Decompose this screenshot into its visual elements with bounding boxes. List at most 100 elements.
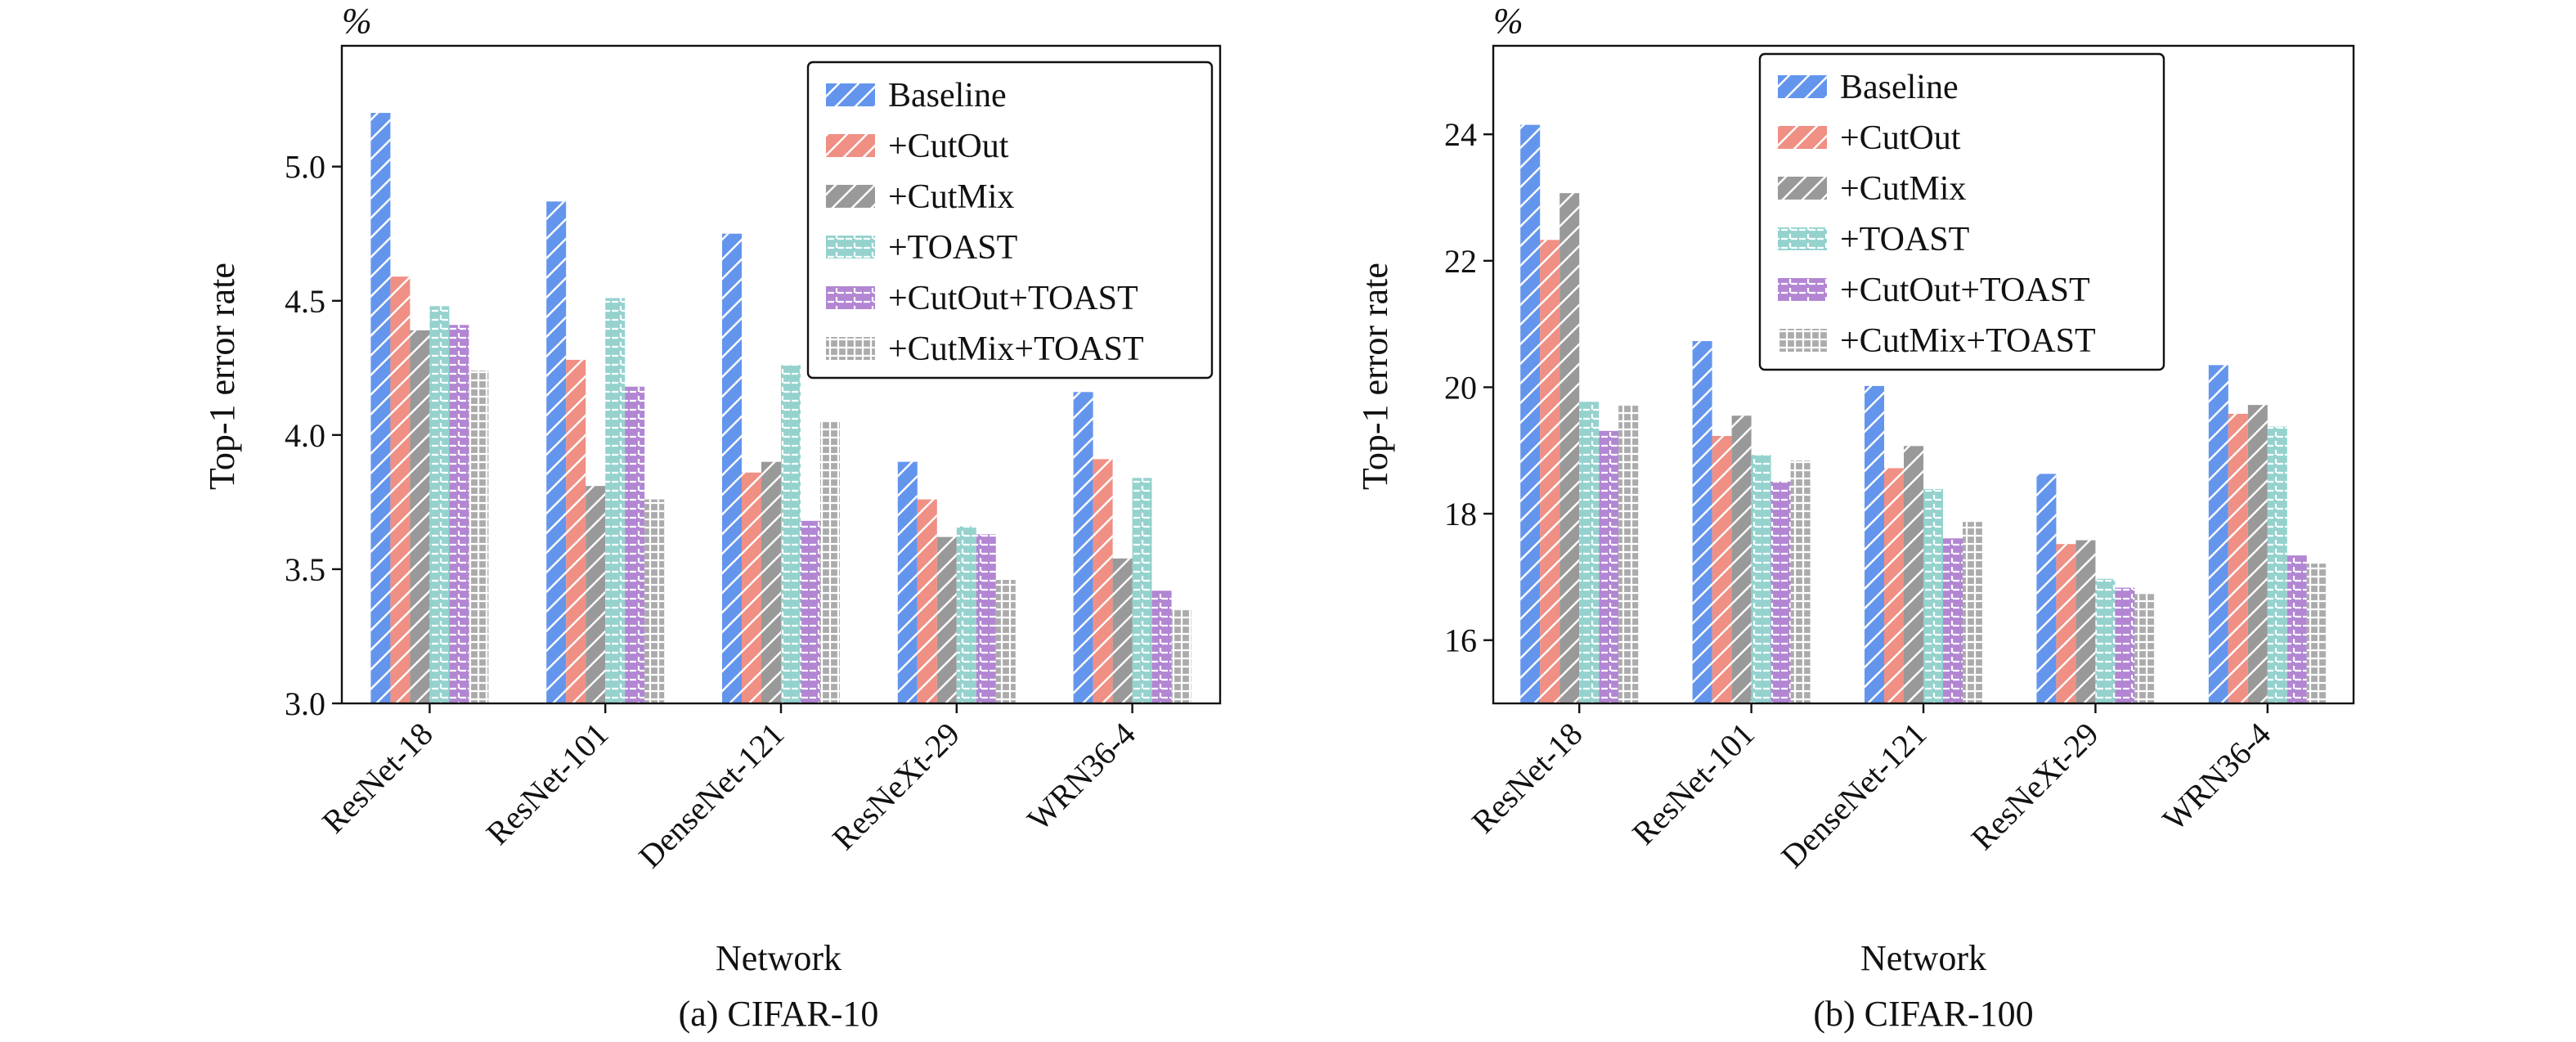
legend-label-cutout-toast: +CutOut+TOAST [888,280,1138,317]
x-tick-label: ResNeXt-29 [1964,716,2106,857]
bar-cutmix-resnet-18-hatch [410,330,430,703]
bar-cutout-toast-resnet-101-hatch [1770,481,1791,703]
y-tick-label: 4.5 [285,283,325,320]
x-tick-label: ResNet-101 [1625,716,1761,852]
legend-swatch-hatch [826,83,875,106]
bar-toast-resnet-18-hatch [429,306,450,703]
bar-cutout-toast-resnext-29-hatch [2115,587,2135,703]
bar-baseline-resnet-101-hatch [1692,341,1712,703]
bar-cutmix-toast-wrn36-4-hatch [1171,609,1192,703]
bar-cutout-toast-resnet-101-hatch [625,386,645,703]
legend-swatch-hatch [1778,75,1827,98]
x-tick-label: ResNet-101 [479,716,616,852]
bar-toast-wrn36-4-hatch [1132,478,1152,703]
bar-baseline-resnet-18-hatch [370,113,391,703]
bar-cutout-resnext-29-hatch [917,499,937,703]
bar-baseline-resnet-101-hatch [546,201,567,703]
bar-toast-resnext-29-hatch [956,526,976,703]
bar-toast-wrn36-4-hatch [2267,426,2287,703]
legend-label-cutmix-toast: +CutMix+TOAST [1840,322,2096,360]
legend-label-cutout: +CutOut [1840,119,1961,157]
bar-cutout-resnet-101-hatch [1712,435,1732,703]
x-tick-label: WRN36-4 [2156,716,2278,838]
plot-frame [340,44,1222,705]
legend-label-cutout: +CutOut [888,128,1009,165]
legend: Baseline+CutOut+CutMix+TOAST+CutOut+TOAS… [1758,52,2165,371]
bar-toast-densenet-121-hatch [781,365,801,703]
legend-label-baseline: Baseline [1840,69,1959,106]
bar-cutmix-wrn36-4-hatch [2247,405,2268,703]
legend-swatch-hatch [826,134,875,157]
x-tick-label: ResNeXt-29 [825,716,967,857]
legend-swatch-hatch [826,286,875,309]
legend-label-cutmix: +CutMix [1840,170,1966,208]
x-tick-label: ResNet-18 [315,716,440,841]
legend-swatch-hatch [826,236,875,258]
x-tick-label: DenseNet-121 [631,716,791,875]
legend-label-cutmix-toast: +CutMix+TOAST [888,330,1144,368]
x-tick-label: ResNet-18 [1465,716,1590,841]
legend-swatch-hatch [826,337,875,360]
bar-cutmix-resnet-101-hatch [586,486,606,703]
bar-cutmix-resnext-29-hatch [936,537,957,703]
legend-label-toast: +TOAST [1840,221,1969,258]
y-unit-label: % [1493,1,1524,41]
bar-cutout-toast-densenet-121-hatch [1943,538,1963,703]
x-tick-label: WRN36-4 [1020,716,1142,838]
legend-swatch-hatch [826,185,875,208]
chart-panel-cifar100: % Top-1 error rate Network (b) CIFAR-100… [1355,1,2355,1034]
bar-cutout-wrn36-4-hatch [2228,413,2248,703]
bar-cutmix-resnet-101-hatch [1731,415,1752,703]
x-axis-label: Network [1860,938,1986,978]
bar-toast-resnet-18-hatch [1579,402,1600,703]
bar-cutout-resnet-18-hatch [390,276,411,703]
bar-cutmix-densenet-121-hatch [1904,446,1923,703]
bar-cutout-resnet-18-hatch [1540,240,1560,704]
bar-cutout-toast-wrn36-4-hatch [1151,591,1172,703]
bar-baseline-wrn36-4-hatch [1073,392,1093,703]
legend-swatch-hatch [1778,177,1827,200]
y-tick-label: 20 [1444,369,1477,406]
bar-baseline-densenet-121-hatch [1865,385,1884,703]
legend-box [1758,52,2165,371]
bar-cutmix-densenet-121-hatch [761,461,781,703]
y-tick-label: 3.5 [285,551,325,588]
x-tick-label: DenseNet-121 [1774,716,1933,875]
y-tick-label: 4.0 [285,417,325,454]
legend-label-cutout-toast: +CutOut+TOAST [1840,272,2090,309]
bar-cutmix-toast-resnet-101-hatch [644,499,665,703]
bar-cutout-toast-wrn36-4-hatch [2287,555,2307,703]
bar-cutout-wrn36-4-hatch [1093,459,1113,703]
chart-panel-cifar10: % Top-1 error rate Network (a) CIFAR-10 … [202,1,1222,1034]
y-tick-label: 5.0 [285,149,325,186]
panel-caption: (a) CIFAR-10 [679,994,879,1034]
bar-cutmix-toast-densenet-121-hatch [1963,522,1982,703]
y-tick-label: 22 [1444,243,1477,280]
bar-cutout-densenet-121-hatch [1884,468,1904,703]
bar-cutmix-toast-resnext-29-hatch [2134,594,2155,703]
plot-frame [1492,44,2355,705]
legend-swatch-hatch [1778,278,1827,301]
bar-cutmix-resnet-18-hatch [1560,193,1580,703]
bar-cutmix-toast-resnet-18-hatch [1618,405,1639,703]
legend-swatch-hatch [1778,227,1827,250]
bar-cutout-resnext-29-hatch [2056,544,2076,703]
bar-baseline-wrn36-4-hatch [2208,365,2228,703]
bar-toast-resnet-101-hatch [605,298,626,703]
bar-cutout-toast-densenet-121-hatch [801,520,820,703]
y-tick-label: 24 [1444,116,1477,153]
bar-toast-resnet-101-hatch [1751,455,1771,703]
bars [1520,124,2327,704]
bar-toast-densenet-121-hatch [1923,488,1943,703]
legend-label-baseline: Baseline [888,77,1007,115]
bar-cutmix-wrn36-4-hatch [1112,558,1133,703]
legend: Baseline +CutOut +CutMix+TOAST +CutOut+TOAS… [806,61,1214,380]
bar-cutmix-toast-resnet-101-hatch [1790,460,1811,703]
bar-baseline-resnext-29-hatch [897,461,918,703]
y-tick-label: 18 [1444,496,1477,532]
bar-baseline-resnext-29-hatch [2036,474,2057,703]
bar-baseline-densenet-121-hatch [722,233,742,703]
y-tick-label: 3.0 [285,685,325,722]
panel-caption: (b) CIFAR-100 [1813,994,2033,1034]
